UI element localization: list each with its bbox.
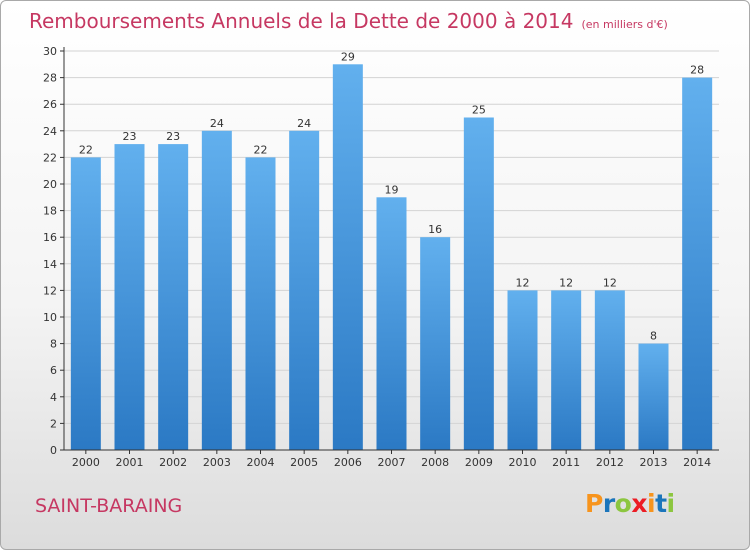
y-tick-label: 4 — [50, 391, 57, 404]
bar — [420, 237, 451, 450]
value-label: 8 — [650, 330, 657, 343]
logo-letter: r — [602, 489, 615, 518]
x-tick-label: 2002 — [159, 456, 187, 469]
x-tick-label: 2001 — [116, 456, 144, 469]
commune-name: SAINT-BARAING — [35, 495, 183, 517]
value-label: 29 — [341, 50, 355, 63]
value-label: 23 — [166, 130, 180, 143]
chart-header: Remboursements Annuels de la Dette de 20… — [29, 9, 668, 33]
value-label: 28 — [690, 64, 704, 77]
labels: 0246810121416182022242628302220002320012… — [43, 45, 711, 469]
x-tick-label: 2010 — [509, 456, 537, 469]
logo-letter: i — [666, 489, 676, 518]
x-tick-label: 2013 — [640, 456, 668, 469]
bar — [289, 130, 320, 451]
bar — [463, 117, 494, 450]
logo-letter: i — [647, 489, 656, 518]
bar — [158, 144, 189, 450]
chart-unit: (en milliers d'€) — [581, 18, 668, 31]
proxiti-logo: Proxiti — [585, 489, 675, 518]
y-tick-label: 16 — [43, 231, 57, 244]
y-tick-label: 14 — [43, 258, 57, 271]
logo-letter: o — [614, 489, 632, 518]
value-label: 22 — [254, 143, 268, 156]
logo-letter: t — [655, 489, 667, 518]
bar — [332, 64, 363, 451]
value-label: 24 — [210, 117, 224, 130]
x-tick-label: 2000 — [72, 456, 100, 469]
bar — [551, 290, 582, 450]
bars — [70, 64, 713, 451]
logo-letter: x — [631, 489, 647, 518]
y-tick-label: 20 — [43, 178, 57, 191]
y-tick-label: 26 — [43, 98, 57, 111]
value-label: 24 — [297, 117, 311, 130]
bar — [638, 343, 669, 450]
y-tick-label: 8 — [50, 338, 57, 351]
bar — [594, 290, 625, 450]
chart-title: Remboursements Annuels de la Dette de 20… — [29, 9, 574, 33]
value-label: 16 — [428, 223, 442, 236]
value-label: 12 — [603, 276, 617, 289]
y-tick-label: 6 — [50, 364, 57, 377]
y-tick-label: 28 — [43, 72, 57, 85]
y-tick-label: 24 — [43, 125, 57, 138]
y-tick-label: 10 — [43, 311, 57, 324]
axes — [60, 47, 719, 454]
y-tick-label: 18 — [43, 205, 57, 218]
value-label: 23 — [123, 130, 137, 143]
bar — [70, 157, 101, 450]
x-tick-label: 2007 — [378, 456, 406, 469]
x-tick-label: 2014 — [683, 456, 711, 469]
bar — [245, 157, 276, 450]
x-tick-label: 2006 — [334, 456, 362, 469]
y-tick-label: 2 — [50, 417, 57, 430]
x-tick-label: 2009 — [465, 456, 493, 469]
logo-letter: P — [585, 489, 603, 518]
value-label: 19 — [385, 183, 399, 196]
value-label: 22 — [79, 143, 93, 156]
value-label: 12 — [516, 276, 530, 289]
y-tick-label: 22 — [43, 151, 57, 164]
bar — [201, 130, 232, 451]
bar — [682, 77, 713, 450]
x-tick-label: 2008 — [421, 456, 449, 469]
x-tick-label: 2003 — [203, 456, 231, 469]
bar — [507, 290, 538, 450]
bar — [114, 144, 145, 450]
value-label: 12 — [559, 276, 573, 289]
y-tick-label: 12 — [43, 284, 57, 297]
x-tick-label: 2005 — [290, 456, 318, 469]
value-label: 25 — [472, 104, 486, 117]
y-tick-label: 30 — [43, 45, 57, 58]
x-tick-label: 2011 — [552, 456, 580, 469]
x-tick-label: 2004 — [247, 456, 275, 469]
bar — [376, 197, 407, 450]
y-tick-label: 0 — [50, 444, 57, 457]
x-tick-label: 2012 — [596, 456, 624, 469]
